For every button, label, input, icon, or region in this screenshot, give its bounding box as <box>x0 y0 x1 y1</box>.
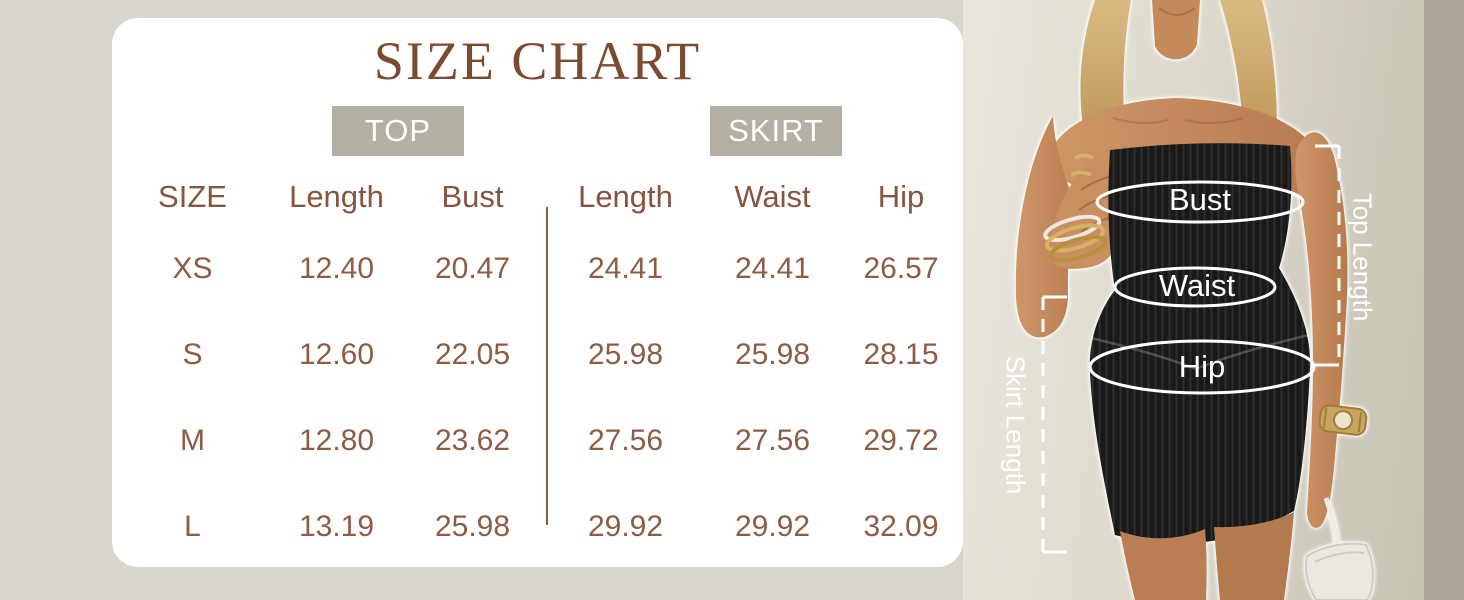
model-figure <box>1015 0 1374 600</box>
col-header-skirt-length: Length <box>578 179 673 214</box>
page-title: SIZE CHART <box>373 31 702 91</box>
l-bust: 25.98 <box>434 510 511 543</box>
m-waist: 27.56 <box>734 424 811 457</box>
size-label-m: M <box>180 424 205 457</box>
xs-skirt-length: 24.41 <box>587 252 664 285</box>
col-header-waist: Waist <box>734 179 811 214</box>
s-hip: 28.15 <box>863 338 939 371</box>
bag-strap <box>1323 497 1341 553</box>
top-skirt-divider-line <box>546 207 548 525</box>
size-label-l: L <box>184 510 201 543</box>
col-header-hip: Hip <box>877 179 925 214</box>
col-header-top-length: Length <box>289 179 384 214</box>
m-hip: 29.72 <box>863 424 939 457</box>
size-label-xs: XS <box>172 252 213 285</box>
bust-ellipse <box>1095 180 1305 224</box>
measurement-overlay <box>1041 144 1341 554</box>
xs-top-length: 12.40 <box>298 252 375 285</box>
size-label-s: S <box>182 338 203 371</box>
m-bust: 23.62 <box>434 424 511 457</box>
s-bust: 22.05 <box>434 338 511 371</box>
rings <box>1070 153 1094 177</box>
bracelets <box>1043 214 1108 263</box>
bag-fold-line <box>1314 551 1365 563</box>
xs-bust: 20.47 <box>434 252 511 285</box>
watch <box>1318 404 1368 436</box>
col-header-size: SIZE <box>158 179 227 214</box>
left-upper-arm <box>1015 116 1081 338</box>
l-hip: 32.09 <box>863 510 939 543</box>
left-leg <box>1120 529 1207 600</box>
s-top-length: 12.60 <box>298 338 375 371</box>
hip-ellipse <box>1088 339 1316 395</box>
m-top-length: 12.80 <box>298 424 375 457</box>
hip-label: Hip <box>1178 349 1226 384</box>
waist-ellipse <box>1113 266 1277 308</box>
waist-label: Waist <box>1158 268 1236 303</box>
m-skirt-length: 27.56 <box>587 424 664 457</box>
size-chart-card: SIZE CHART TOP SKIRT SIZE Length Bust Le… <box>112 18 963 567</box>
neck <box>1152 0 1200 60</box>
dress-rib-texture <box>1089 143 1311 544</box>
skirt-length-label: Skirt Length <box>1000 355 1031 495</box>
skirt-section-badge: SKIRT <box>710 106 842 156</box>
chin-shadow <box>1158 7 1196 16</box>
wall-shadow-band <box>1424 0 1464 600</box>
top-length-ticks <box>1315 144 1339 367</box>
model-illustration <box>1015 0 1374 600</box>
model-photo: Bust Waist Hip Top Length Skirt Length <box>963 0 1464 600</box>
xs-hip: 26.57 <box>863 252 939 285</box>
clavicle-lines <box>1112 117 1244 124</box>
s-skirt-length: 25.98 <box>587 338 664 371</box>
right-leg <box>1214 512 1294 600</box>
size-table: SIZE Length Bust Length Waist Hip XS 12.… <box>112 168 963 570</box>
col-header-bust: Bust <box>441 179 504 214</box>
top-length-label: Top Length <box>1347 192 1378 322</box>
l-skirt-length: 29.92 <box>587 510 664 543</box>
xs-waist: 24.41 <box>734 252 811 285</box>
l-top-length: 13.19 <box>298 510 375 543</box>
l-waist: 29.92 <box>734 510 811 543</box>
bust-label: Bust <box>1168 182 1232 217</box>
skirt-length-ticks <box>1043 295 1067 554</box>
s-waist: 25.98 <box>734 338 811 371</box>
top-section-badge: TOP <box>332 106 464 156</box>
